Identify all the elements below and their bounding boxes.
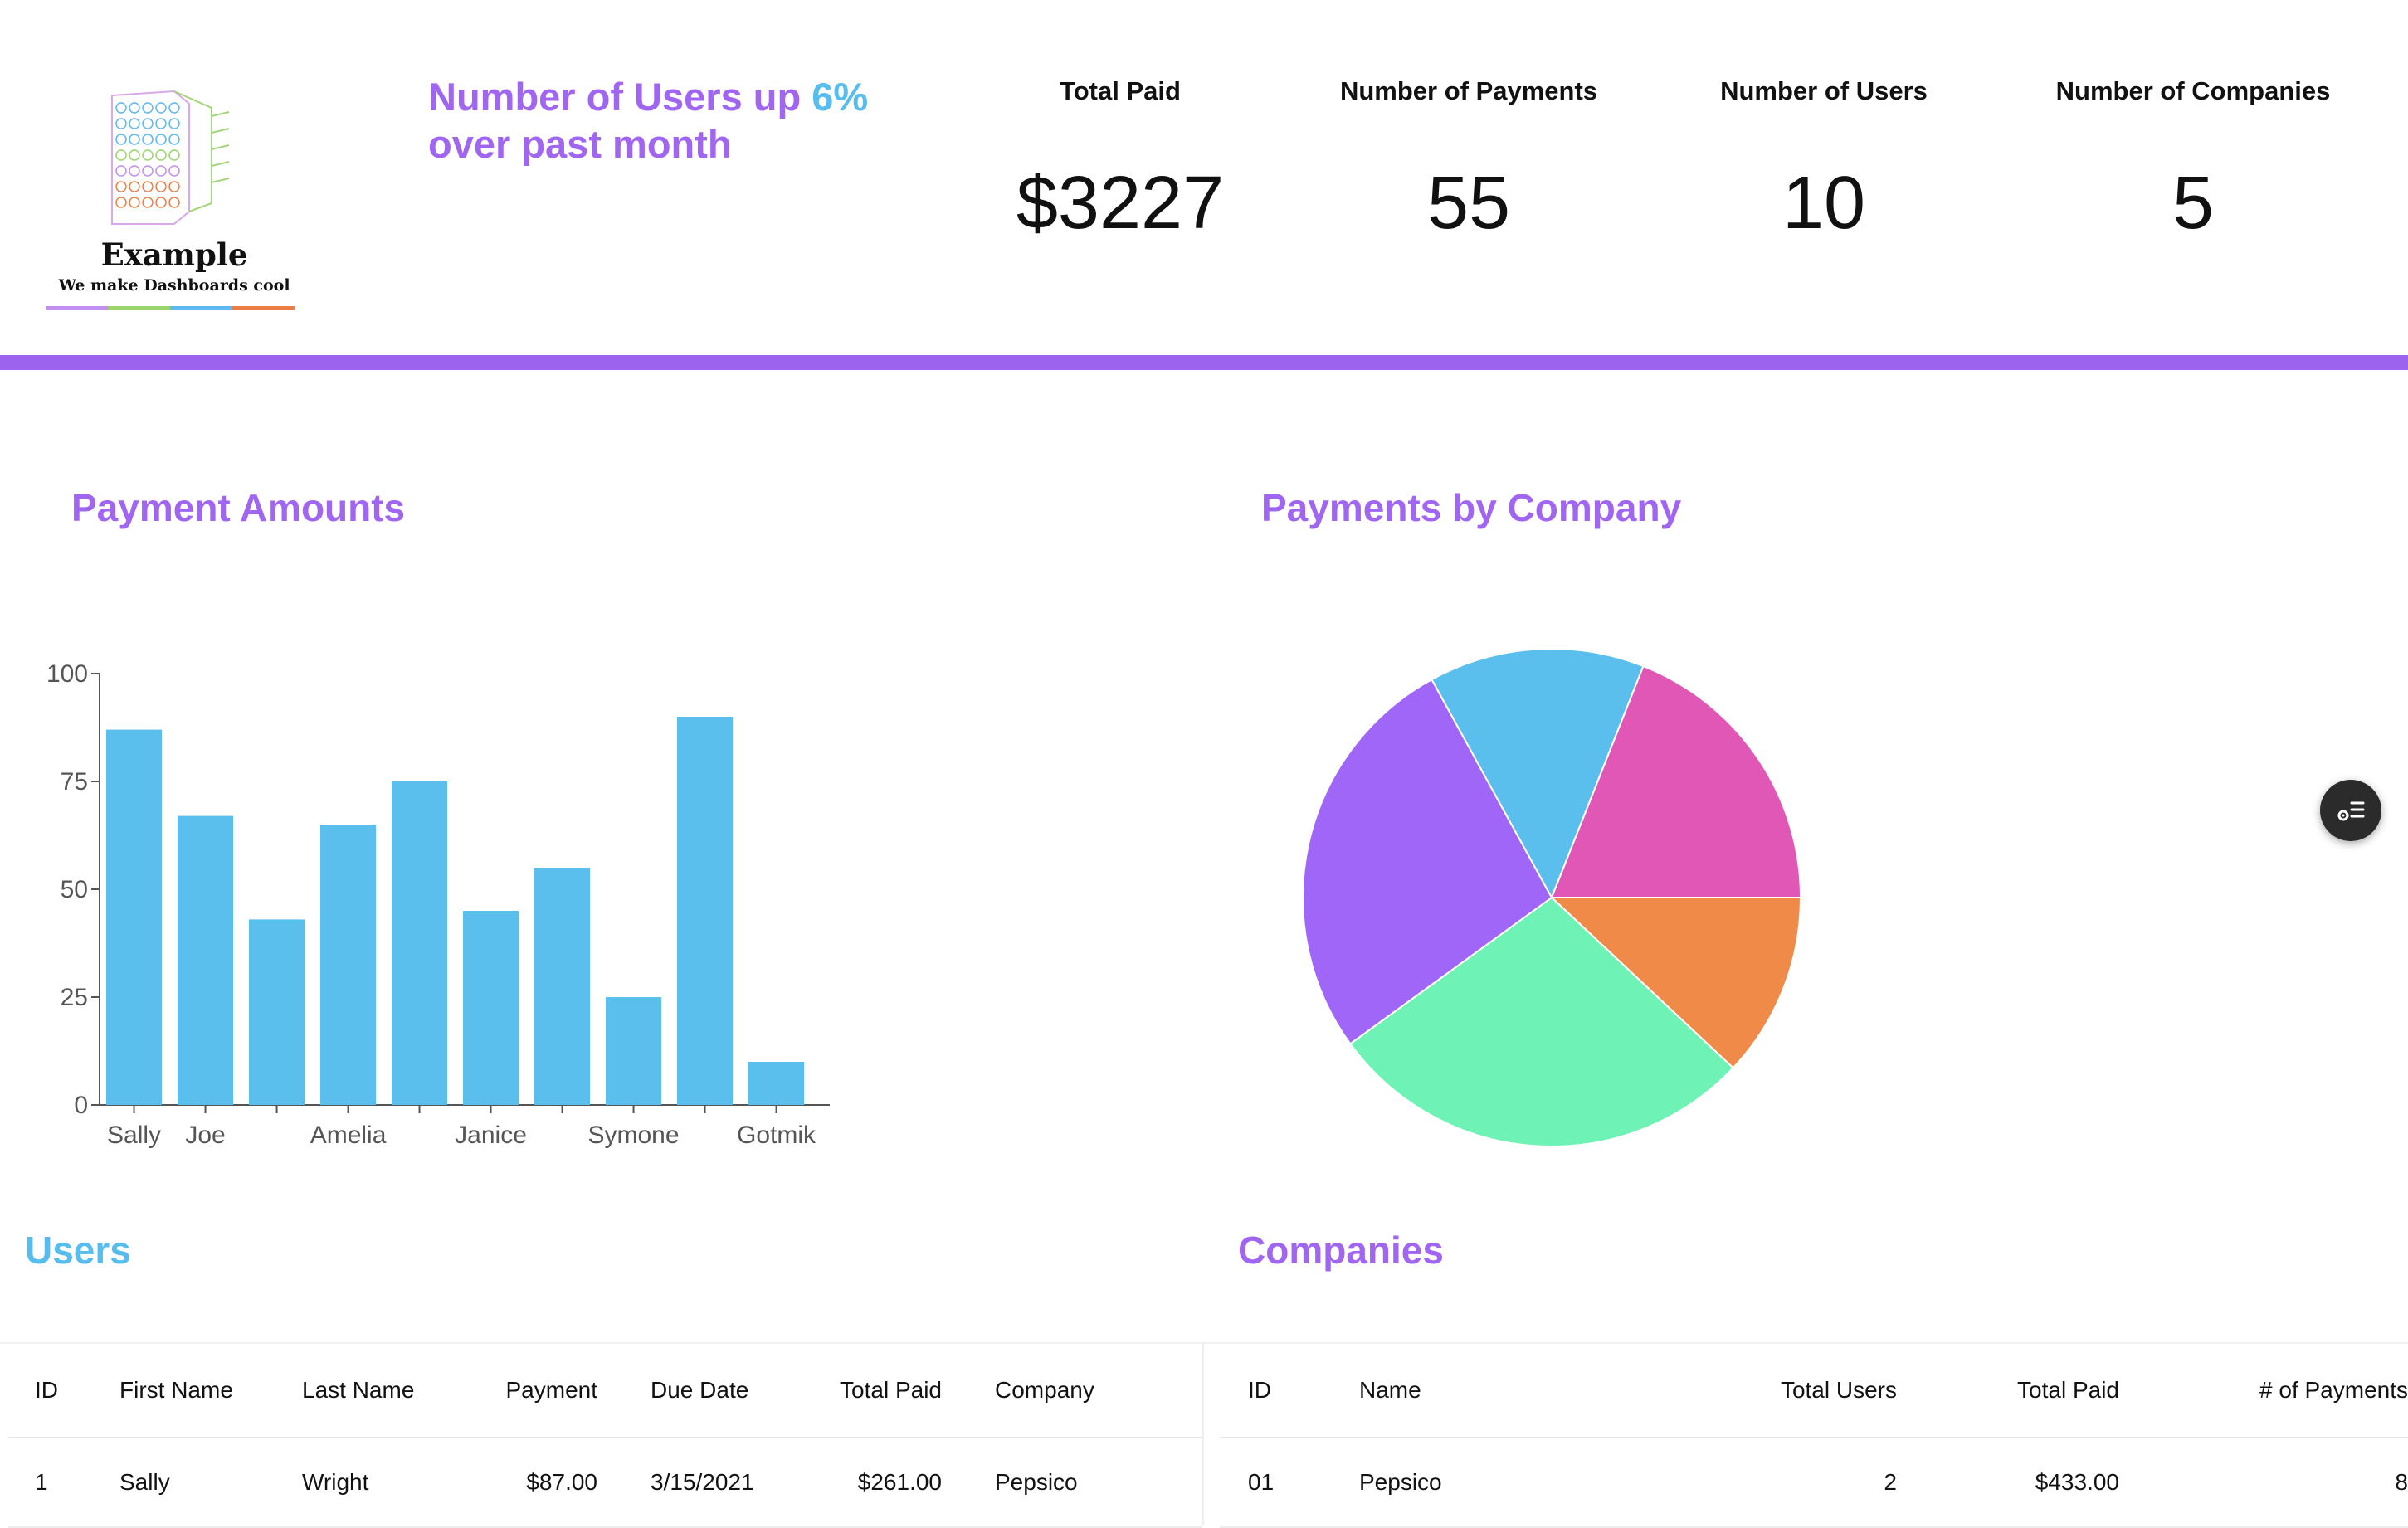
- cell-first-name: Sally: [91, 1438, 274, 1528]
- brand-tagline: We make Dashboards cool: [58, 276, 290, 294]
- stat-label: Number of Companies: [2055, 76, 2331, 105]
- column-header-name[interactable]: Name: [1319, 1344, 1568, 1438]
- cell-last-name: Wright: [274, 1438, 440, 1528]
- x-tick-label: Gotmik: [737, 1122, 816, 1149]
- cell-name: Pepsico: [1319, 1438, 1568, 1528]
- headline-highlight: 6%: [812, 75, 869, 119]
- stat-total-paid: Total Paid $3227: [954, 76, 1286, 246]
- stat-value: $3227: [1016, 162, 1225, 245]
- tables-separator: [1202, 1342, 1204, 1525]
- x-tick-label: Symone: [588, 1122, 680, 1149]
- brand-underline-1: [46, 306, 108, 310]
- x-tick-label: Sally: [107, 1122, 161, 1149]
- bar: [249, 919, 305, 1105]
- table-row[interactable]: 01 Pepsico 2 $433.00 8: [1220, 1438, 2408, 1528]
- bar: [320, 825, 377, 1105]
- pie-slice: [1549, 897, 1802, 1069]
- table-row[interactable]: 1 Sally Wright $87.00 3/15/2021 $261.00 …: [8, 1438, 1202, 1528]
- cell-id: 01: [1220, 1438, 1319, 1528]
- stat-label: Number of Users: [1720, 76, 1928, 105]
- filter-list-icon: [2337, 801, 2365, 821]
- column-header-total-users[interactable]: Total Users: [1568, 1344, 1897, 1438]
- cell-due-date: 3/15/2021: [597, 1438, 772, 1528]
- cell-number-of-payments: 8: [2119, 1438, 2408, 1528]
- brand-name: Example: [100, 236, 248, 273]
- stat-label: Number of Payments: [1339, 76, 1598, 105]
- y-tick-label: 50: [61, 876, 88, 903]
- users-title: Users: [25, 1229, 131, 1272]
- bar: [606, 997, 662, 1105]
- companies-table: ID Name Total Users Total Paid # of Paym…: [1220, 1344, 2408, 1528]
- column-header-id[interactable]: ID: [1220, 1344, 1319, 1438]
- stat-label: Total Paid: [1060, 76, 1181, 105]
- x-tick-label: Janice: [455, 1122, 527, 1149]
- pie-slice: [1348, 896, 1735, 1147]
- payments-by-company-title: Payments by Company: [1261, 486, 1682, 529]
- filter-list-button[interactable]: [2320, 780, 2381, 841]
- y-tick-label: 0: [74, 1092, 88, 1119]
- logo-grid-icon: [111, 90, 230, 225]
- cell-total-users: 2: [1568, 1438, 1897, 1528]
- y-tick-label: 75: [61, 768, 88, 796]
- pie-slice: [1431, 648, 1645, 900]
- stat-number-of-payments: Number of Payments 55: [1303, 76, 1635, 246]
- column-header-first-name[interactable]: First Name: [91, 1344, 274, 1438]
- companies-table-top-border: [1204, 1342, 2408, 1344]
- headline-stat: Number of Users up 6% over past month: [428, 73, 959, 168]
- users-table: ID First Name Last Name Payment Due Date…: [8, 1344, 1202, 1528]
- cell-total-paid: $261.00: [772, 1438, 942, 1528]
- headline-text: Number of Users up: [428, 75, 812, 119]
- cell-total-paid: $433.00: [1897, 1438, 2119, 1528]
- cell-id: 1: [8, 1438, 91, 1528]
- companies-title: Companies: [1238, 1229, 1444, 1272]
- bar: [178, 815, 234, 1105]
- column-header-last-name[interactable]: Last Name: [274, 1344, 440, 1438]
- bar: [748, 1062, 805, 1105]
- brand-logo: Example We make Dashboards cool: [41, 79, 315, 319]
- brand-underline-3: [170, 306, 232, 310]
- pie-slice: [1302, 678, 1553, 1045]
- column-header-number-of-payments[interactable]: # of Payments: [2119, 1344, 2408, 1438]
- bar: [392, 781, 448, 1105]
- y-tick-label: 25: [61, 984, 88, 1011]
- brand-underline-2: [108, 306, 170, 310]
- y-tick-label: 100: [46, 660, 88, 688]
- brand-underline-4: [232, 306, 295, 310]
- cell-payment: $87.00: [440, 1438, 597, 1528]
- stat-value: 5: [2172, 162, 2215, 245]
- payment-amounts-title: Payment Amounts: [71, 486, 406, 529]
- cell-company: Pepsico: [942, 1438, 1202, 1528]
- headline-text-after: over past month: [428, 122, 732, 166]
- column-header-id[interactable]: ID: [8, 1344, 91, 1438]
- bar: [106, 729, 163, 1105]
- bar: [677, 717, 734, 1105]
- bar: [463, 911, 519, 1105]
- column-header-total-paid[interactable]: Total Paid: [772, 1344, 942, 1438]
- bar: [534, 868, 591, 1105]
- column-header-due-date[interactable]: Due Date: [597, 1344, 772, 1438]
- stat-number-of-companies: Number of Companies 5: [2027, 76, 2359, 246]
- table-header-row: ID First Name Last Name Payment Due Date…: [8, 1344, 1202, 1438]
- table-header-row: ID Name Total Users Total Paid # of Paym…: [1220, 1344, 2408, 1438]
- column-header-payment[interactable]: Payment: [440, 1344, 597, 1438]
- payment-amounts-chart: 0 25 50 75 100 Sally Joe Amelia Janice Symone Gotm…: [46, 660, 830, 1149]
- x-tick-label: Amelia: [310, 1122, 387, 1149]
- x-tick-label: Joe: [185, 1122, 225, 1149]
- pie-slice: [1550, 664, 1802, 898]
- header-divider: [0, 355, 2408, 370]
- users-table-top-border: [0, 1342, 1202, 1344]
- stat-value: 55: [1426, 162, 1511, 245]
- column-header-company[interactable]: Company: [942, 1344, 1202, 1438]
- stat-number-of-users: Number of Users 10: [1658, 76, 1990, 246]
- stat-value: 10: [1782, 162, 1866, 245]
- payments-by-company-chart: [1302, 648, 1802, 1147]
- column-header-total-paid[interactable]: Total Paid: [1897, 1344, 2119, 1438]
